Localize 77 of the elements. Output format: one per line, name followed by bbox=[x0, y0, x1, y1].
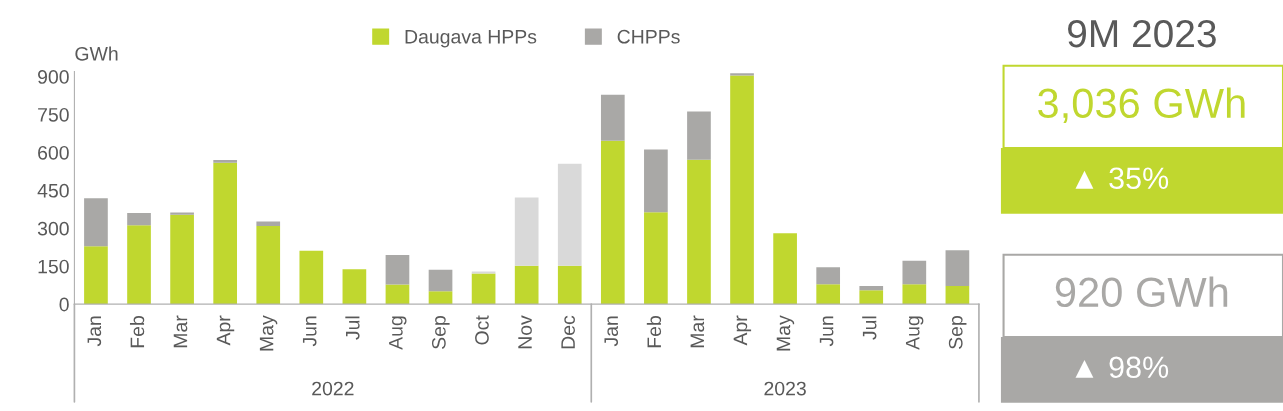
bar bbox=[127, 225, 151, 305]
bar bbox=[816, 284, 841, 305]
y-axis-title: GWh bbox=[75, 46, 118, 61]
text: ▲ 35% bbox=[1075, 167, 1169, 190]
bar bbox=[557, 265, 582, 305]
bar bbox=[902, 284, 927, 305]
x-tick-label: Jul bbox=[345, 316, 360, 340]
bar bbox=[514, 265, 539, 305]
bar bbox=[385, 255, 410, 285]
bar bbox=[428, 269, 453, 292]
text: 2022 bbox=[312, 381, 354, 396]
text: ▲ 98% bbox=[1075, 356, 1169, 379]
y-tick-label: 900 bbox=[38, 70, 69, 84]
bar bbox=[84, 246, 108, 305]
bar bbox=[773, 233, 797, 305]
x-tick-label: Apr bbox=[733, 315, 752, 346]
y-tick-label: 750 bbox=[38, 107, 69, 122]
bar bbox=[213, 162, 238, 305]
x-tick-label: Jul bbox=[862, 316, 877, 340]
x-tick-label: Aug bbox=[389, 316, 407, 350]
bar bbox=[687, 111, 711, 160]
x-tick-label: May bbox=[259, 315, 278, 351]
bar bbox=[902, 260, 927, 285]
legend-label: Daugava HPPs bbox=[405, 30, 537, 48]
bar bbox=[170, 212, 194, 215]
x-tick-label: Feb bbox=[129, 316, 145, 348]
x-tick-label: Jun bbox=[302, 316, 317, 347]
x-tick-label: Mar bbox=[690, 315, 705, 348]
bar bbox=[945, 285, 970, 305]
bar bbox=[84, 198, 108, 247]
text: 920 GWh bbox=[1055, 276, 1228, 308]
bar bbox=[859, 285, 884, 291]
x-tick-label: Mar bbox=[173, 315, 188, 348]
bar bbox=[514, 197, 539, 266]
bar bbox=[385, 284, 410, 305]
x-tick-label: Sep bbox=[948, 316, 967, 349]
bar bbox=[127, 213, 151, 226]
bar bbox=[256, 221, 281, 227]
bar bbox=[471, 273, 496, 305]
y-tick-label: 450 bbox=[37, 183, 69, 198]
bar bbox=[644, 149, 668, 213]
x-tick-label: May bbox=[776, 315, 795, 351]
y-tick-label: 150 bbox=[38, 259, 69, 274]
x-tick-label: Nov bbox=[518, 315, 532, 349]
bar bbox=[644, 212, 668, 305]
bar bbox=[730, 75, 754, 305]
bar bbox=[557, 163, 582, 266]
y-tick-label: 0 bbox=[59, 297, 69, 312]
x-tick-label: Sep bbox=[431, 316, 450, 349]
bar bbox=[471, 271, 496, 274]
bar bbox=[299, 250, 324, 305]
y-tick-label: 600 bbox=[38, 145, 69, 160]
bar bbox=[730, 73, 754, 76]
bar bbox=[687, 159, 711, 305]
text: 3,036 GWh bbox=[1038, 87, 1245, 123]
x-tick-label: Jan bbox=[87, 316, 102, 347]
legend-label: CHPPs bbox=[617, 29, 680, 44]
bar bbox=[213, 160, 238, 163]
x-tick-label: Jan bbox=[604, 316, 619, 347]
x-tick-label: Dec bbox=[561, 315, 575, 349]
x-tick-label: Aug bbox=[905, 316, 924, 350]
text: 2023 bbox=[764, 381, 806, 396]
x-tick-label: Jun bbox=[819, 316, 834, 347]
text: 9M 2023 bbox=[1068, 19, 1216, 48]
y-tick-label: 300 bbox=[37, 221, 69, 236]
bar bbox=[600, 140, 625, 305]
bar bbox=[428, 291, 453, 305]
x-tick-label: Apr bbox=[216, 315, 235, 346]
bar bbox=[945, 250, 970, 286]
x-tick-label: Feb bbox=[646, 316, 662, 348]
bar bbox=[816, 267, 841, 285]
bar bbox=[170, 214, 194, 305]
bar bbox=[342, 269, 367, 305]
bar bbox=[256, 226, 281, 305]
bar bbox=[859, 290, 884, 305]
bar bbox=[600, 94, 625, 141]
x-tick-label: Oct bbox=[475, 315, 489, 345]
